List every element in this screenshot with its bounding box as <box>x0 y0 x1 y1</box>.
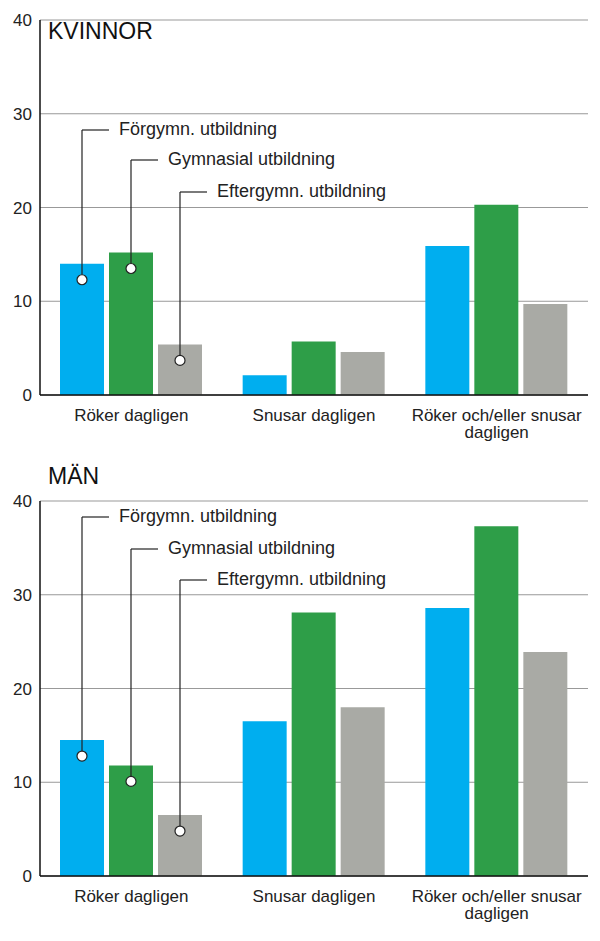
svg-text:Förgymn. utbildning: Förgymn. utbildning <box>119 119 277 139</box>
svg-text:Gymnasial utbildning: Gymnasial utbildning <box>168 149 335 169</box>
svg-text:40: 40 <box>13 492 32 511</box>
svg-text:40: 40 <box>13 11 32 30</box>
svg-text:Röker dagligen: Röker dagligen <box>74 406 188 425</box>
svg-text:30: 30 <box>13 586 32 605</box>
svg-text:Snusar dagligen: Snusar dagligen <box>253 887 376 906</box>
svg-text:Förgymn. utbildning: Förgymn. utbildning <box>119 506 277 526</box>
svg-text:30: 30 <box>13 105 32 124</box>
svg-text:0: 0 <box>23 867 32 886</box>
svg-text:20: 20 <box>13 680 32 699</box>
svg-text:Eftergymn. utbildning: Eftergymn. utbildning <box>217 569 386 589</box>
svg-text:10: 10 <box>13 773 32 792</box>
svg-text:Röker och/eller snusardagligen: Röker och/eller snusardagligen <box>412 406 582 442</box>
svg-text:Snusar dagligen: Snusar dagligen <box>253 406 376 425</box>
svg-text:20: 20 <box>13 199 32 218</box>
html-text:MÄN: MÄN <box>48 463 100 489</box>
svg-text:Eftergymn. utbildning: Eftergymn. utbildning <box>217 181 386 201</box>
html-text:KVINNOR: KVINNOR <box>48 18 153 44</box>
svg-text:Röker dagligen: Röker dagligen <box>74 887 188 906</box>
svg-text:Gymnasial utbildning: Gymnasial utbildning <box>168 538 335 558</box>
svg-text:0: 0 <box>23 386 32 405</box>
svg-text:Röker och/eller snusardagligen: Röker och/eller snusardagligen <box>412 887 582 923</box>
svg-text:10: 10 <box>13 292 32 311</box>
